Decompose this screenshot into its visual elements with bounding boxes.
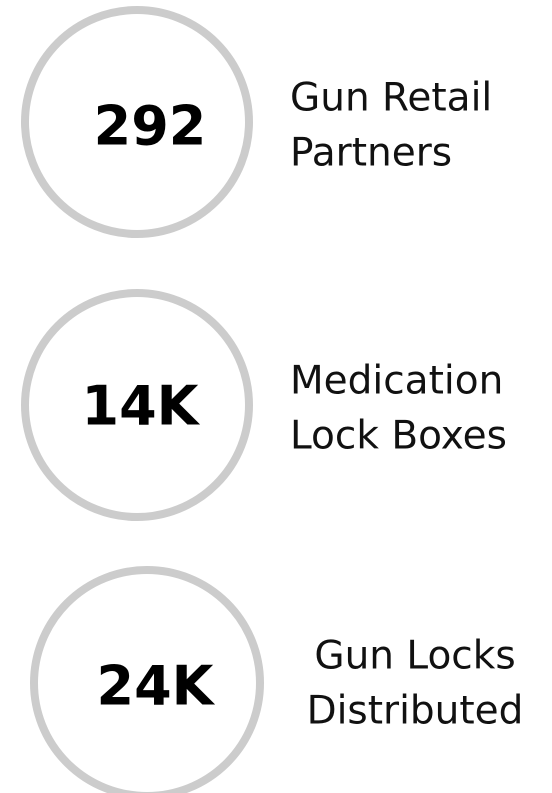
stat-value: 292: [94, 95, 207, 158]
stat-ring: [30, 566, 264, 793]
stat-label: Partners: [290, 131, 452, 176]
stat-ring: [21, 6, 253, 238]
stat-label: Gun Retail: [290, 76, 492, 121]
stat-ring: [21, 289, 253, 521]
stat-label: Gun Locks: [314, 634, 515, 679]
stat-label: Distributed: [307, 689, 524, 734]
stat-label: Medication: [290, 359, 503, 404]
stat-label: Lock Boxes: [290, 414, 507, 459]
stat-value: 14K: [82, 375, 201, 438]
stat-value: 24K: [97, 655, 216, 718]
